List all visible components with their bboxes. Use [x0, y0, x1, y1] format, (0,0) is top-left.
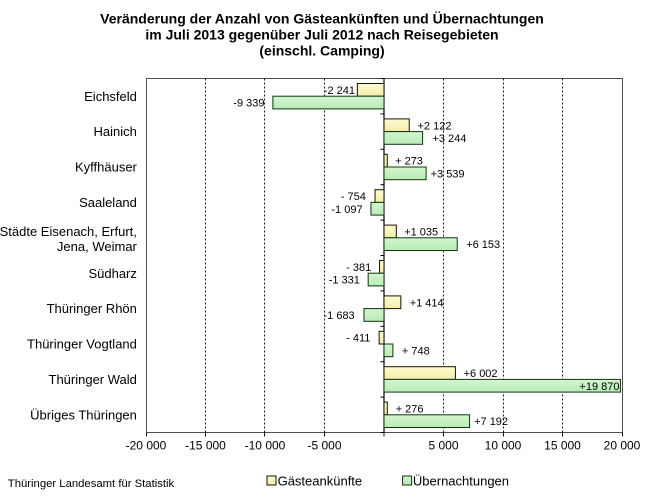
svg-text:-1 097: -1 097	[331, 204, 362, 216]
svg-text:Thüringer Landesamt für Statis: Thüringer Landesamt für Statistik	[8, 478, 175, 490]
svg-text:+ 273: + 273	[395, 156, 423, 168]
svg-text:Eichsfeld: Eichsfeld	[84, 89, 137, 104]
svg-text:+6 153: +6 153	[466, 239, 500, 251]
svg-text:+ 276: + 276	[396, 403, 424, 415]
svg-text:-9 339: -9 339	[233, 98, 264, 110]
svg-text:- 381: - 381	[346, 262, 371, 274]
svg-text:Thüringer Vogtland: Thüringer Vogtland	[27, 337, 137, 352]
svg-text:5 000: 5 000	[428, 439, 458, 453]
svg-text:-10 000: -10 000	[245, 439, 286, 453]
svg-text:(einschl. Camping): (einschl. Camping)	[259, 43, 384, 59]
svg-text:-1 331: -1 331	[329, 275, 360, 287]
svg-text:Thüringer Wald: Thüringer Wald	[49, 372, 137, 387]
svg-text:20 000: 20 000	[604, 439, 641, 453]
svg-text:Hainich: Hainich	[94, 124, 137, 139]
svg-text:+1 035: +1 035	[404, 226, 438, 238]
svg-text:Übriges Thüringen: Übriges Thüringen	[30, 407, 137, 422]
svg-text:+7 192: +7 192	[474, 416, 508, 428]
svg-text:-5 000: -5 000	[307, 439, 341, 453]
svg-text:Kyffhäuser: Kyffhäuser	[75, 160, 138, 175]
svg-text:Veränderung der Anzahl von Gäs: Veränderung der Anzahl von Gästeankünfte…	[100, 11, 544, 27]
svg-text:-1 683: -1 683	[323, 310, 354, 322]
svg-text:Städte Eisenach, Erfurt,: Städte Eisenach, Erfurt,	[0, 224, 137, 239]
svg-text:Saaleland: Saaleland	[79, 195, 137, 210]
svg-text:+3 244: +3 244	[432, 133, 466, 145]
svg-text:im Juli 2013 gegenüber Juli 20: im Juli 2013 gegenüber Juli 2012 nach Re…	[145, 27, 498, 43]
svg-text:+3 539: +3 539	[431, 168, 465, 180]
svg-text:+19 870: +19 870	[579, 381, 619, 393]
svg-text:- 411: - 411	[346, 333, 370, 345]
svg-text:Gästeankünfte: Gästeankünfte	[278, 474, 363, 489]
svg-text:Übernachtungen: Übernachtungen	[413, 474, 509, 489]
svg-text:-15 000: -15 000	[185, 439, 226, 453]
svg-text:- 754: - 754	[341, 191, 366, 203]
svg-text:Jena, Weimar: Jena, Weimar	[57, 239, 138, 254]
svg-text:+6 002: +6 002	[464, 368, 498, 380]
svg-text:15 000: 15 000	[544, 439, 581, 453]
svg-text:-2 241: -2 241	[324, 85, 355, 97]
svg-text:+2 122: +2 122	[418, 120, 452, 132]
svg-text:-20 000: -20 000	[126, 439, 167, 453]
svg-text:10 000: 10 000	[485, 439, 522, 453]
svg-text:+1 414: +1 414	[410, 297, 444, 309]
svg-text:Südharz: Südharz	[88, 266, 136, 281]
svg-text:Thüringer Rhön: Thüringer Rhön	[47, 301, 137, 316]
svg-text:+ 748: + 748	[402, 345, 430, 357]
